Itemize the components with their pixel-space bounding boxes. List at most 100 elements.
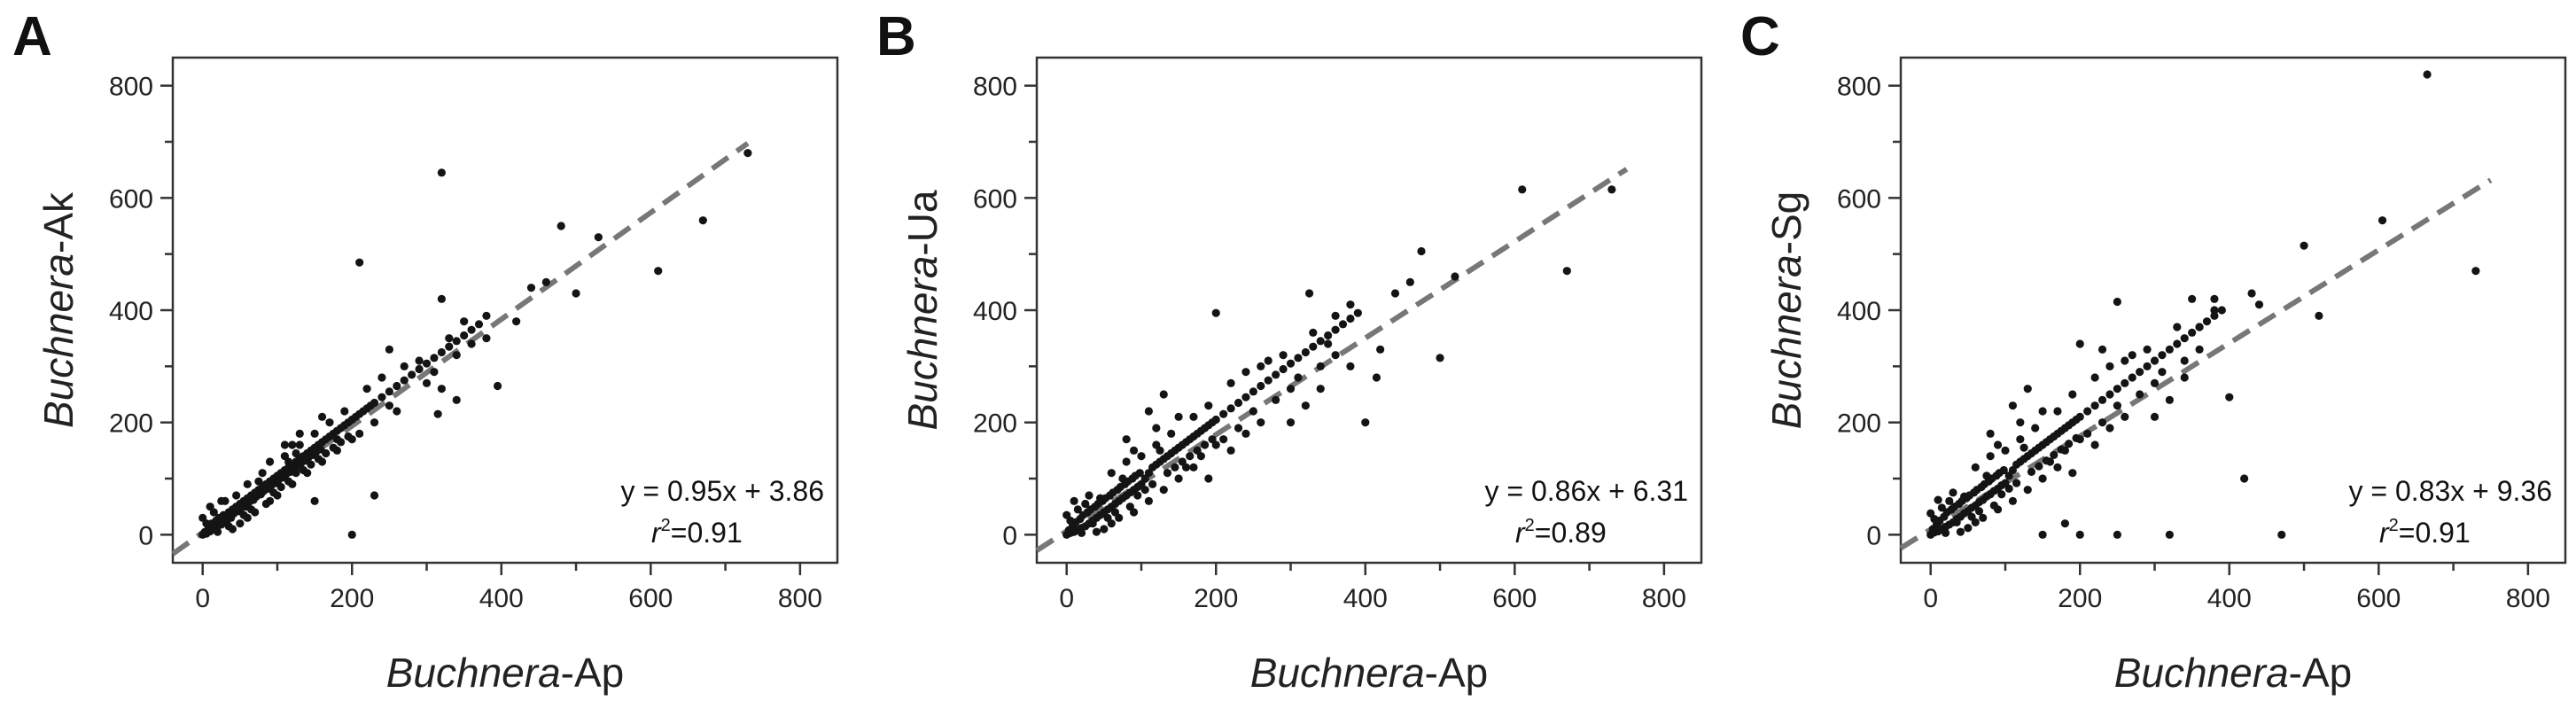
data-point (377, 373, 386, 382)
panel-label: A (12, 6, 52, 67)
data-point (1324, 339, 1333, 348)
data-point (452, 351, 461, 360)
data-point (1178, 457, 1187, 466)
data-point (2210, 294, 2219, 303)
y-tick-label: 800 (973, 73, 1017, 102)
data-point (370, 418, 379, 427)
panel-label: C (1740, 6, 1780, 67)
data-point (1107, 469, 1116, 478)
data-point (1189, 463, 1198, 471)
data-point (1999, 465, 2008, 475)
data-point (1133, 491, 1142, 500)
data-point (594, 233, 603, 242)
data-point (2202, 317, 2212, 326)
data-point (2195, 345, 2204, 354)
data-point (1937, 503, 1946, 512)
data-point (1096, 494, 1105, 503)
data-point (265, 457, 275, 466)
data-point (2004, 484, 2013, 494)
data-point (385, 401, 393, 410)
data-point (1926, 509, 1935, 518)
data-point (2068, 390, 2077, 399)
x-tick-label: 400 (1343, 584, 1388, 613)
data-point (430, 368, 439, 377)
data-point (400, 376, 409, 385)
data-point (1163, 469, 1172, 478)
data-point (1226, 446, 1235, 455)
data-point (1286, 418, 1296, 427)
y-axis-title-rest: -Ua (899, 190, 946, 256)
data-point (2143, 345, 2152, 354)
data-point (1316, 362, 1325, 370)
data-point (1226, 378, 1235, 387)
data-point (1607, 185, 1616, 194)
r-squared-symbol: r (651, 517, 662, 549)
data-point (1204, 474, 1213, 483)
data-point (347, 530, 356, 539)
x-axis-title-italic: Buchnera (2114, 650, 2289, 696)
r-squared-value: =0.89 (1535, 517, 1607, 549)
data-point (2143, 362, 2152, 370)
data-point (269, 488, 278, 497)
data-point (474, 320, 484, 329)
data-point (2225, 393, 2234, 401)
data-point (1982, 471, 1991, 480)
data-point (422, 378, 432, 387)
data-point (1159, 390, 1168, 399)
data-point (1956, 527, 1965, 536)
data-point (1234, 424, 1243, 432)
data-point (202, 519, 211, 528)
data-point (422, 359, 432, 368)
data-point (1304, 289, 1314, 298)
data-point (1324, 331, 1333, 340)
data-point (2180, 356, 2189, 365)
data-point (2254, 300, 2264, 309)
data-point (2165, 345, 2174, 354)
data-point (1219, 435, 1228, 444)
x-tick-label: 600 (628, 584, 673, 613)
data-point (2035, 462, 2043, 471)
x-axis-title-italic: Buchnera (1250, 650, 1425, 696)
data-point (1361, 418, 1370, 427)
data-point (322, 448, 331, 458)
x-tick-label: 0 (195, 584, 210, 613)
y-tick-label: 400 (973, 297, 1017, 326)
data-point (1390, 289, 1400, 298)
data-point (2057, 445, 2066, 454)
data-point (1353, 308, 1362, 317)
data-point (572, 289, 580, 298)
y-axis-title-italic: Buchnera (899, 256, 946, 431)
data-point (1211, 415, 1220, 425)
x-tick-label: 400 (479, 584, 524, 613)
panel-a: A 0 200 400 600 800 0 200 400 600 800 Buchnera-Ap Bu… (0, 0, 859, 709)
data-point (1967, 512, 1976, 521)
data-point (1103, 513, 1112, 522)
data-point (340, 407, 349, 416)
data-point (1085, 491, 1093, 500)
chart-svg: C0 200 400 600 8000200400600800Buchnera-ApBu… (1740, 6, 2567, 696)
data-point (2378, 216, 2387, 225)
data-point (2136, 368, 2144, 377)
data-point (1073, 505, 1082, 514)
data-point (2210, 311, 2219, 320)
regression-line (171, 141, 750, 557)
data-point (1137, 452, 1146, 461)
y-tick-label: 0 (1002, 521, 1017, 550)
panel-label: B (876, 6, 916, 67)
data-point (1070, 496, 1078, 505)
data-point (2075, 530, 2084, 539)
data-point (1331, 311, 1340, 320)
y-tick-label: 0 (138, 521, 153, 550)
data-point (2038, 530, 2047, 539)
data-point (460, 331, 469, 340)
data-point (1301, 347, 1310, 357)
x-axis-title-italic: Buchnera (386, 650, 561, 696)
data-point (1159, 486, 1168, 495)
data-point (393, 381, 401, 391)
data-point (246, 505, 256, 514)
data-point (288, 440, 297, 449)
data-point (2053, 463, 2062, 471)
data-point (1257, 362, 1265, 370)
regression-line (1899, 177, 2493, 550)
data-point (236, 519, 245, 528)
